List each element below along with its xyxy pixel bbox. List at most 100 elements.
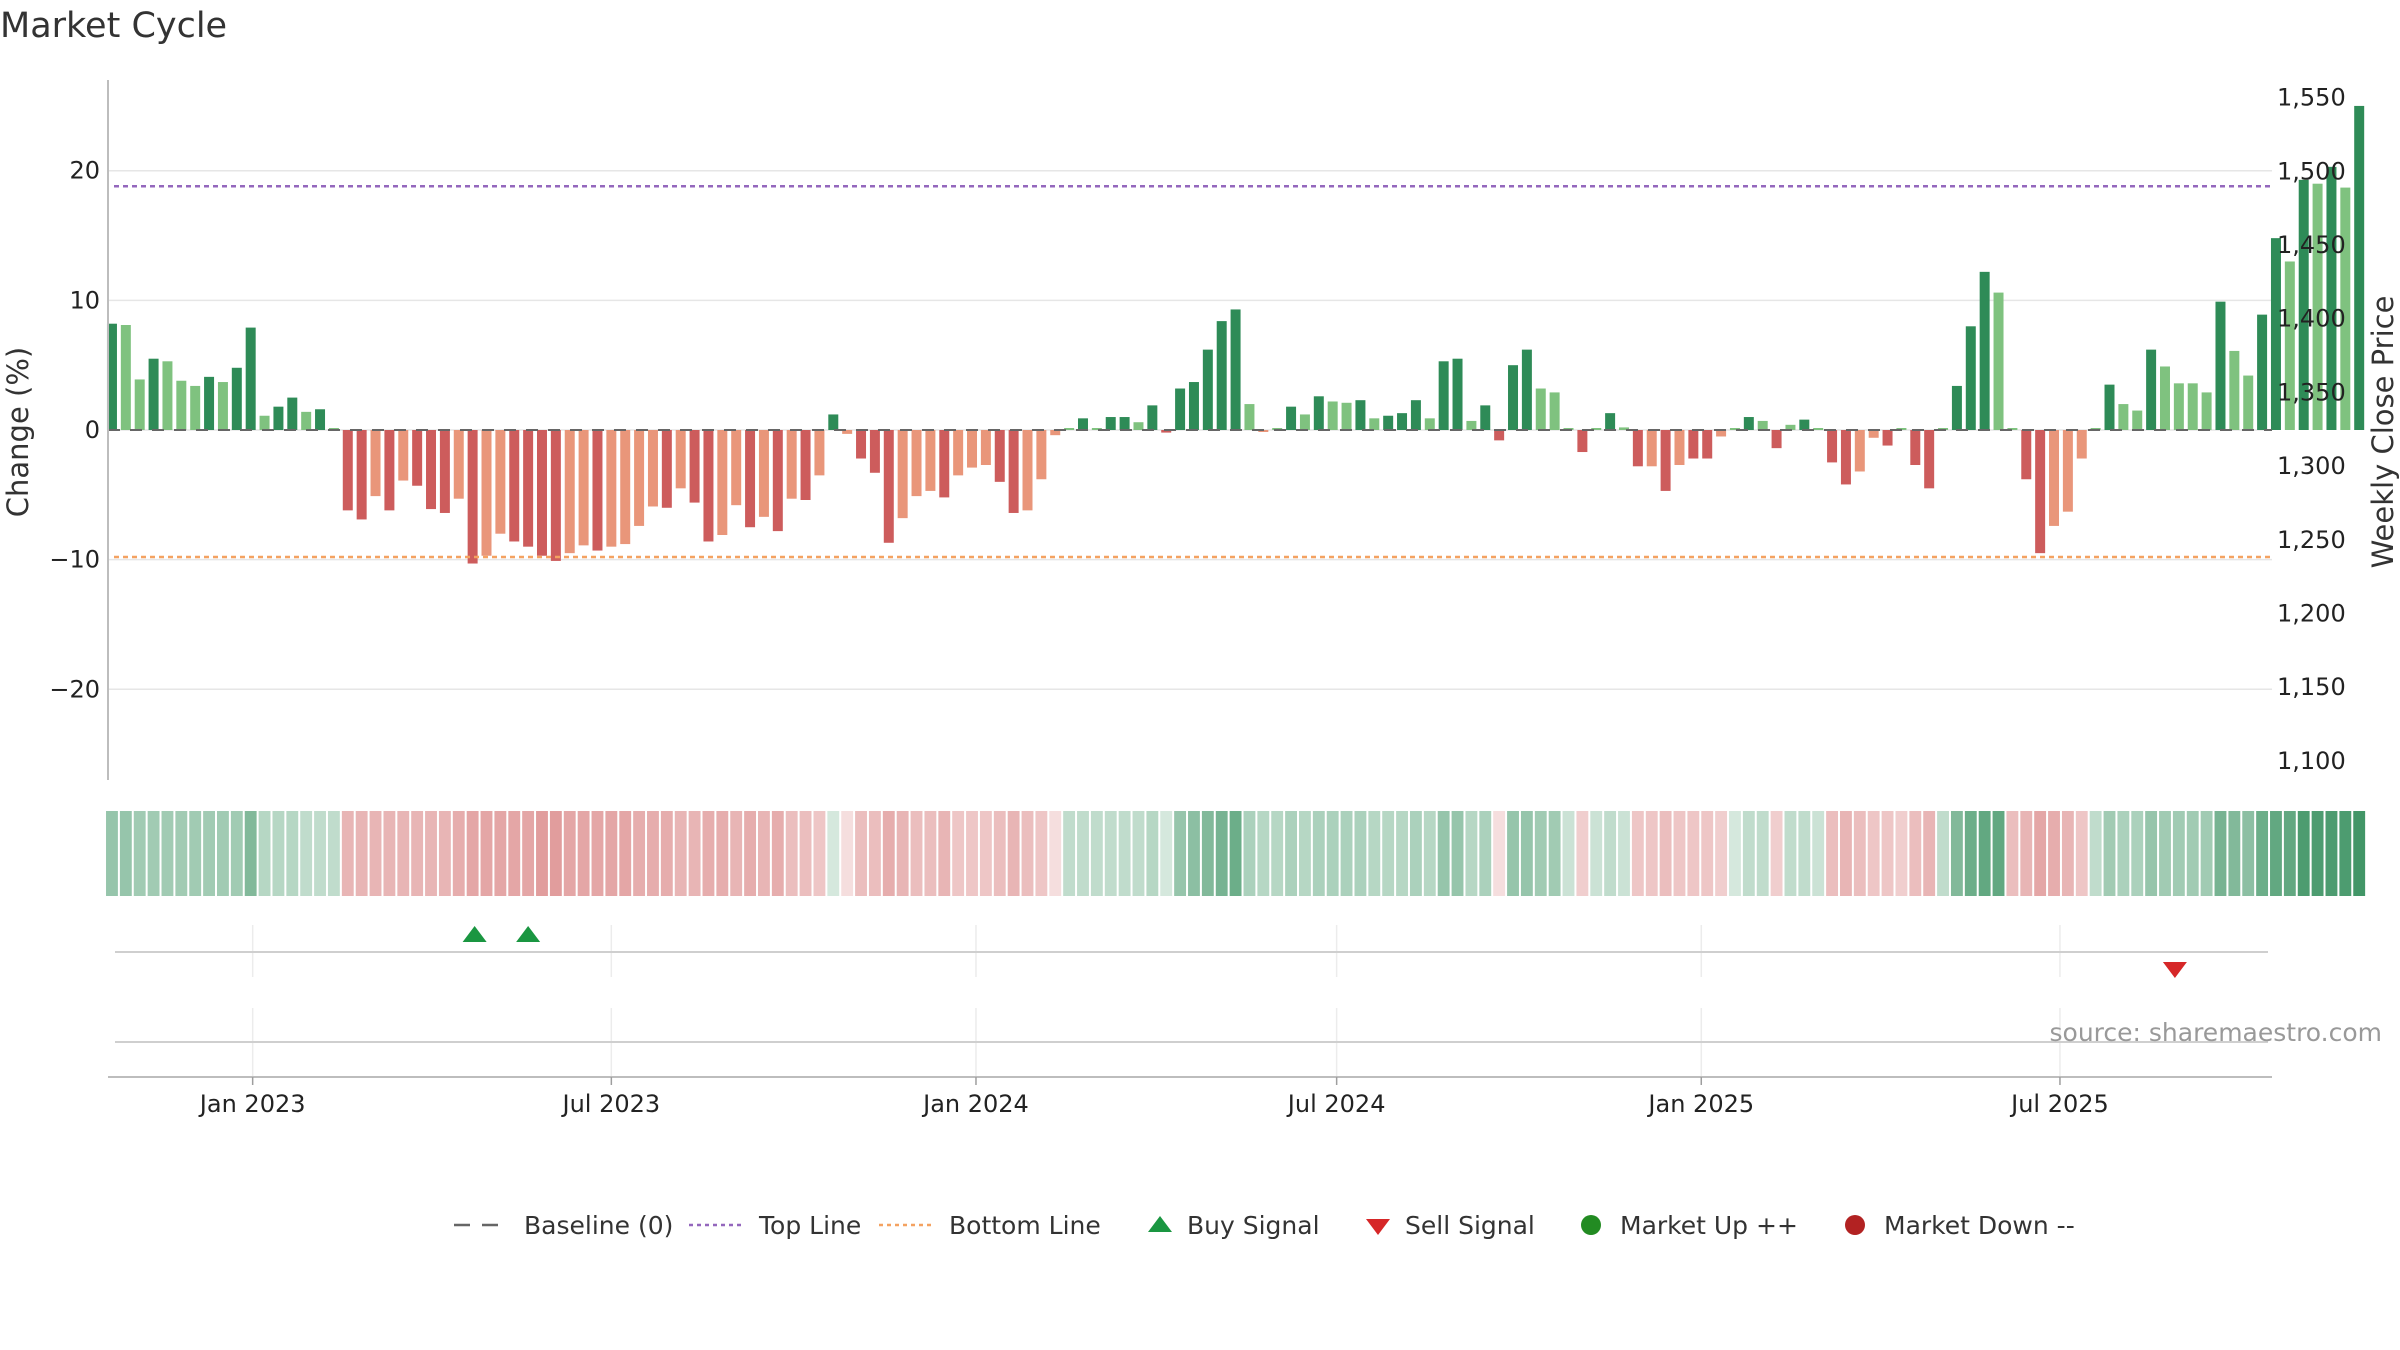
heat-cell <box>744 811 757 896</box>
change-bar <box>717 430 728 535</box>
change-bar <box>2049 430 2060 526</box>
heat-cell <box>411 811 424 896</box>
change-bar <box>925 430 936 491</box>
legend-label: Market Up ++ <box>1620 1211 1798 1240</box>
change-bar <box>869 430 880 473</box>
heat-cell <box>1729 811 1741 896</box>
heat-cell <box>175 811 188 896</box>
heat-cell <box>1396 811 1408 896</box>
change-bar <box>2354 105 2365 430</box>
heat-cell <box>2075 811 2088 896</box>
heat-cell <box>1201 811 1214 896</box>
heat-cell <box>979 811 992 896</box>
heat-cell <box>2283 811 2296 896</box>
heat-cell <box>855 811 867 896</box>
market-heat-strip <box>106 811 2366 896</box>
change-bar <box>939 430 950 498</box>
change-bar <box>772 430 783 532</box>
heat-cell <box>2061 811 2074 896</box>
change-bar <box>1494 430 1505 441</box>
change-bar <box>1452 358 1463 430</box>
heat-cell <box>508 811 521 896</box>
heat-cell <box>1867 811 1880 896</box>
change-bar <box>1646 430 1657 467</box>
heat-cell <box>563 811 576 896</box>
heat-cell <box>1701 811 1714 896</box>
heat-cell <box>1423 811 1436 896</box>
heat-cell <box>868 811 881 896</box>
heat-cell <box>1756 811 1769 896</box>
heat-cell <box>2089 811 2102 896</box>
heat-cell <box>1923 811 1936 896</box>
heat-cell <box>1354 811 1367 896</box>
change-bar <box>1605 413 1616 430</box>
change-bar <box>1771 430 1782 449</box>
heat-cell <box>841 811 854 896</box>
change-bar <box>1910 430 1921 465</box>
heat-cell <box>813 811 826 896</box>
change-bar <box>176 380 187 430</box>
heat-cell <box>1479 811 1492 896</box>
legend-label: Buy Signal <box>1187 1211 1320 1240</box>
change-bar <box>1716 430 1727 437</box>
change-bar <box>1050 430 1061 436</box>
change-bar <box>384 430 395 511</box>
heat-cell <box>1090 811 1103 896</box>
change-bar <box>856 430 867 459</box>
heat-cell <box>1063 811 1076 896</box>
heat-cell <box>1673 811 1686 896</box>
heat-cell <box>1160 811 1173 896</box>
heat-cell <box>647 811 659 896</box>
change-bar <box>1757 420 1768 430</box>
change-bar <box>1244 404 1255 430</box>
change-bar <box>453 430 464 499</box>
heat-cell <box>2034 811 2047 896</box>
heat-cell <box>1618 811 1630 896</box>
buy-signal-marker <box>462 926 487 942</box>
heat-cell <box>1021 811 1034 896</box>
heat-cell <box>2006 811 2019 896</box>
change-bar <box>1535 388 1546 430</box>
change-bar <box>1216 321 1227 430</box>
heat-cell <box>1257 811 1270 896</box>
change-bar <box>814 430 825 476</box>
heat-cell <box>2339 811 2352 896</box>
change-bar <box>2104 384 2115 430</box>
heat-cell <box>2214 811 2227 896</box>
change-bar <box>1202 349 1213 430</box>
heat-cell <box>2353 811 2366 896</box>
change-bar <box>647 430 658 507</box>
heat-cell <box>272 811 285 896</box>
change-bar <box>1951 385 1962 430</box>
change-bar <box>1161 430 1172 433</box>
heat-cell <box>230 811 243 896</box>
change-bar <box>800 430 811 500</box>
heat-cell <box>1770 811 1783 896</box>
heat-cell <box>286 811 299 896</box>
y-tick-label: 10 <box>69 286 100 314</box>
heat-cell <box>966 811 978 896</box>
heat-cell <box>549 811 562 896</box>
change-bar <box>1979 271 1990 430</box>
heat-cell <box>480 811 493 896</box>
heat-cell <box>355 811 368 896</box>
change-bar <box>1313 396 1324 430</box>
heat-cell <box>1562 811 1575 896</box>
change-bar <box>731 430 742 506</box>
change-bar <box>426 430 437 510</box>
heat-cell <box>1340 811 1353 896</box>
change-bar <box>1508 365 1519 430</box>
price-tick-label: 1,100 <box>2277 747 2346 775</box>
sell-signal-marker <box>2162 962 2187 978</box>
heat-cell <box>2311 811 2324 896</box>
heat-cell <box>452 811 465 896</box>
change-bar <box>134 379 145 430</box>
change-bar <box>1022 430 1033 511</box>
y-tick-label: −10 <box>49 546 100 574</box>
heat-cell <box>522 811 535 896</box>
heat-cell <box>1451 811 1464 896</box>
change-bar <box>1965 326 1976 430</box>
x-axis: Jan 2023 Jul 2023 Jan 2024 Jul 2024 Jan 2025… <box>108 1076 2272 1118</box>
change-bar <box>1827 430 1838 463</box>
change-bar <box>217 382 228 430</box>
